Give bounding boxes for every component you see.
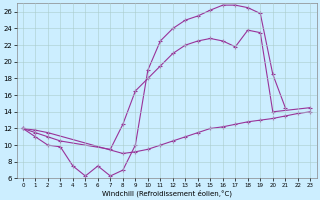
X-axis label: Windchill (Refroidissement éolien,°C): Windchill (Refroidissement éolien,°C) — [101, 189, 232, 197]
